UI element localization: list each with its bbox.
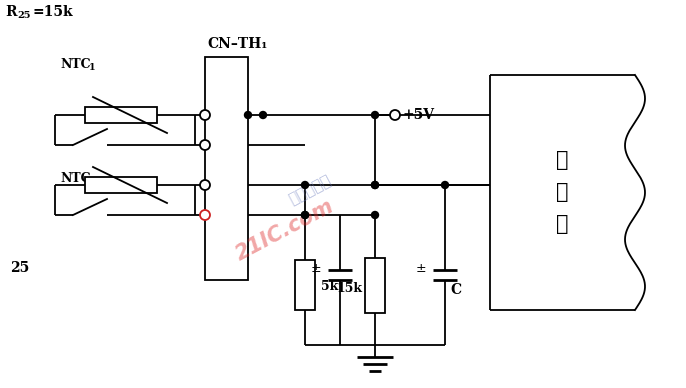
Text: =15k: =15k [32, 5, 73, 19]
Bar [295, 260, 315, 310]
Circle shape [200, 180, 210, 190]
Bar [205, 57, 248, 280]
Text: 2: 2 [89, 177, 96, 185]
Circle shape [390, 110, 400, 120]
Text: 25: 25 [17, 12, 30, 21]
Circle shape [442, 182, 449, 189]
Bar [85, 107, 157, 123]
Text: R: R [5, 5, 16, 19]
Text: ±: ± [311, 262, 321, 274]
Text: NTC: NTC [60, 171, 91, 185]
Circle shape [259, 111, 266, 118]
Text: 1: 1 [89, 64, 95, 73]
Text: ±: ± [416, 262, 426, 274]
Text: 中国电子网: 中国电子网 [286, 173, 333, 207]
Text: 21IC.com: 21IC.com [233, 196, 338, 264]
Circle shape [200, 110, 210, 120]
Text: 机: 机 [556, 214, 568, 234]
Text: C: C [450, 283, 461, 297]
Circle shape [302, 211, 309, 218]
Circle shape [302, 182, 309, 189]
Circle shape [372, 182, 379, 189]
Circle shape [302, 211, 309, 218]
Text: 25: 25 [10, 261, 29, 275]
Text: CN–TH₁: CN–TH₁ [207, 37, 268, 51]
Bar [365, 258, 385, 313]
Text: 单: 单 [556, 150, 568, 170]
Text: NTC: NTC [60, 59, 91, 71]
Circle shape [200, 140, 210, 150]
Text: 15k: 15k [337, 282, 363, 294]
Text: +5V: +5V [402, 108, 434, 122]
Bar [85, 177, 157, 193]
Circle shape [200, 210, 210, 220]
Circle shape [244, 111, 252, 118]
Circle shape [372, 111, 379, 118]
Text: 片: 片 [556, 182, 568, 202]
Text: 5k: 5k [321, 281, 338, 293]
Circle shape [372, 211, 379, 218]
Circle shape [372, 182, 379, 189]
